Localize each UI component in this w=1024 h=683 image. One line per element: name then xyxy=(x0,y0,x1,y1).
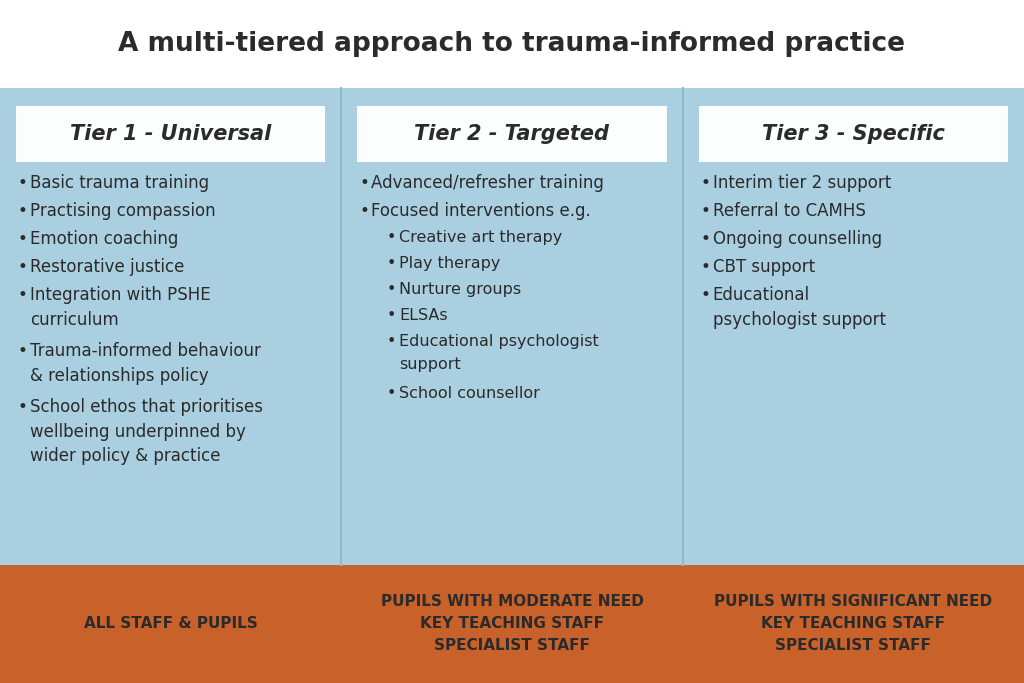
Text: Tier 1 - Universal: Tier 1 - Universal xyxy=(70,124,271,144)
Text: •: • xyxy=(18,202,28,220)
Text: A multi-tiered approach to trauma-informed practice: A multi-tiered approach to trauma-inform… xyxy=(119,31,905,57)
Text: •: • xyxy=(700,202,711,220)
Bar xyxy=(0,88,1024,565)
Text: School ethos that prioritises: School ethos that prioritises xyxy=(30,398,263,416)
Text: Practising compassion: Practising compassion xyxy=(30,202,216,220)
Text: •: • xyxy=(386,386,395,401)
Text: PUPILS WITH SIGNIFICANT NEED: PUPILS WITH SIGNIFICANT NEED xyxy=(715,594,992,609)
Text: KEY TEACHING STAFF: KEY TEACHING STAFF xyxy=(420,617,604,632)
Text: •: • xyxy=(386,308,395,323)
FancyBboxPatch shape xyxy=(16,106,326,162)
Text: Play therapy: Play therapy xyxy=(399,256,501,271)
Text: Creative art therapy: Creative art therapy xyxy=(399,230,562,245)
Bar xyxy=(0,565,1024,683)
Text: Educational psychologist: Educational psychologist xyxy=(399,334,599,349)
Text: ALL STAFF & PUPILS: ALL STAFF & PUPILS xyxy=(84,617,258,632)
Text: •: • xyxy=(18,258,28,276)
Text: Focused interventions e.g.: Focused interventions e.g. xyxy=(372,202,591,220)
Text: Trauma-informed behaviour: Trauma-informed behaviour xyxy=(30,342,261,360)
Text: •: • xyxy=(386,334,395,349)
Text: ELSAs: ELSAs xyxy=(399,308,447,323)
Text: Referral to CAMHS: Referral to CAMHS xyxy=(713,202,865,220)
Text: curriculum: curriculum xyxy=(30,311,119,329)
Text: •: • xyxy=(700,230,711,248)
Text: •: • xyxy=(386,282,395,297)
Text: •: • xyxy=(18,286,28,304)
Text: SPECIALIST STAFF: SPECIALIST STAFF xyxy=(434,639,590,654)
Text: •: • xyxy=(359,202,370,220)
Text: Restorative justice: Restorative justice xyxy=(30,258,184,276)
Text: SPECIALIST STAFF: SPECIALIST STAFF xyxy=(775,639,931,654)
Text: School counsellor: School counsellor xyxy=(399,386,541,401)
Bar xyxy=(0,0,1024,88)
Text: Tier 3 - Specific: Tier 3 - Specific xyxy=(762,124,945,144)
FancyBboxPatch shape xyxy=(698,106,1008,162)
Text: Emotion coaching: Emotion coaching xyxy=(30,230,178,248)
Text: Tier 2 - Targeted: Tier 2 - Targeted xyxy=(415,124,609,144)
Text: Advanced/refresher training: Advanced/refresher training xyxy=(372,174,604,192)
Text: wellbeing underpinned by: wellbeing underpinned by xyxy=(30,423,246,441)
Text: support: support xyxy=(399,357,461,372)
Text: •: • xyxy=(386,256,395,271)
Text: Nurture groups: Nurture groups xyxy=(399,282,521,297)
Text: wider policy & practice: wider policy & practice xyxy=(30,447,220,465)
Text: •: • xyxy=(700,286,711,304)
Text: CBT support: CBT support xyxy=(713,258,815,276)
Text: •: • xyxy=(18,174,28,192)
Text: PUPILS WITH MODERATE NEED: PUPILS WITH MODERATE NEED xyxy=(381,594,643,609)
Text: Ongoing counselling: Ongoing counselling xyxy=(713,230,882,248)
Text: Basic trauma training: Basic trauma training xyxy=(30,174,209,192)
Text: •: • xyxy=(700,258,711,276)
Text: Educational: Educational xyxy=(713,286,810,304)
Text: Interim tier 2 support: Interim tier 2 support xyxy=(713,174,891,192)
Text: •: • xyxy=(18,230,28,248)
Text: •: • xyxy=(359,174,370,192)
Text: •: • xyxy=(700,174,711,192)
FancyBboxPatch shape xyxy=(357,106,667,162)
Text: •: • xyxy=(386,230,395,245)
Text: •: • xyxy=(18,342,28,360)
Text: KEY TEACHING STAFF: KEY TEACHING STAFF xyxy=(761,617,945,632)
Text: & relationships policy: & relationships policy xyxy=(30,367,209,385)
Text: psychologist support: psychologist support xyxy=(713,311,886,329)
Text: Integration with PSHE: Integration with PSHE xyxy=(30,286,211,304)
Text: •: • xyxy=(18,398,28,416)
